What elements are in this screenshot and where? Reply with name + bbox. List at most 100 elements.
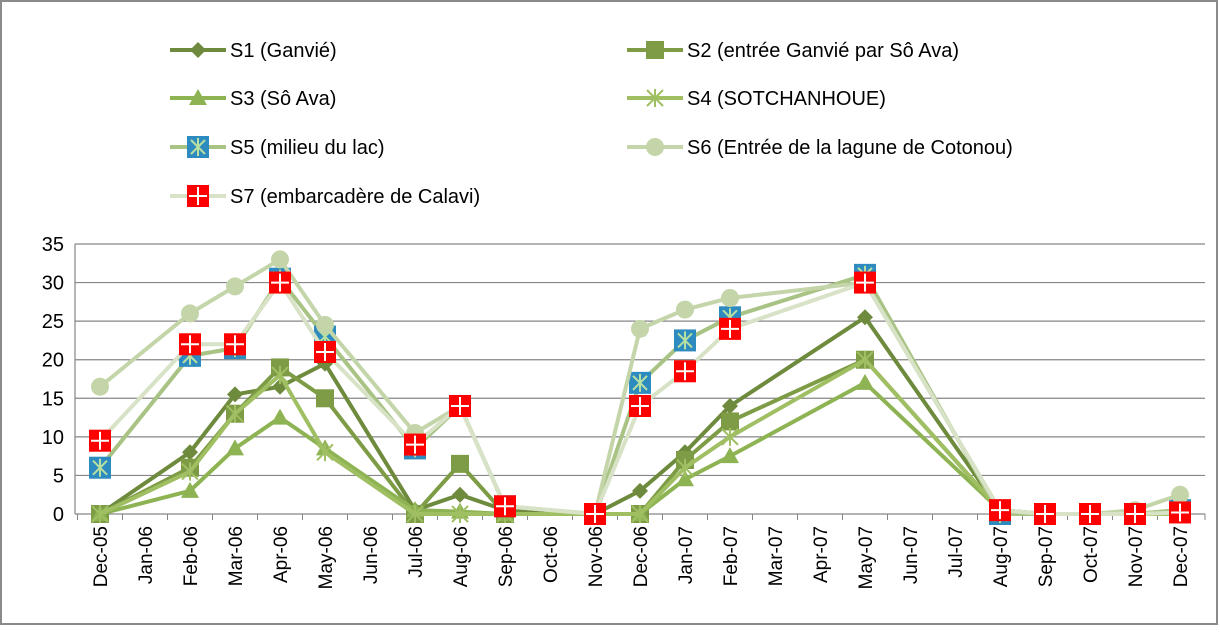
x-tick-label: Aug-06 xyxy=(451,526,472,587)
marker-shape xyxy=(271,273,289,292)
x-tick-label: Mar-07 xyxy=(766,526,787,586)
y-tick-label: 15 xyxy=(42,388,64,410)
x-tick-label: Jan-07 xyxy=(676,526,697,584)
x-tick-label: Sep-06 xyxy=(496,526,517,587)
x-tick-label: May-06 xyxy=(316,526,337,589)
marker xyxy=(182,444,198,461)
marker-shape xyxy=(721,447,739,464)
marker-shape xyxy=(451,505,469,523)
marker-shape xyxy=(856,373,874,390)
marker xyxy=(181,462,199,481)
marker-shape xyxy=(631,319,649,338)
marker-shape xyxy=(632,482,648,499)
marker xyxy=(314,341,336,363)
marker-shape xyxy=(646,41,664,59)
marker xyxy=(719,317,741,340)
marker xyxy=(674,329,696,352)
marker xyxy=(226,404,244,423)
x-tick-label: Jan-06 xyxy=(136,526,157,584)
x-tick-label: Feb-07 xyxy=(721,526,742,586)
marker-shape xyxy=(91,431,109,450)
y-tick-label: 10 xyxy=(42,427,64,449)
marker-shape xyxy=(271,408,289,425)
marker-shape xyxy=(190,42,206,58)
legend-label: S7 (embarcadère de Calavi) xyxy=(230,186,480,208)
x-tick-label: Jul-07 xyxy=(946,526,967,578)
marker-shape xyxy=(451,397,469,415)
legend-label: S4 (SOTCHANHOUE) xyxy=(687,88,886,110)
y-tick-label: 5 xyxy=(53,465,64,487)
marker-shape xyxy=(1036,505,1054,523)
marker-shape xyxy=(1126,505,1144,523)
x-tick-label: Nov-07 xyxy=(1126,526,1147,587)
marker xyxy=(224,333,246,356)
x-tick-label: Nov-06 xyxy=(586,526,607,587)
x-tick-label: Mar-06 xyxy=(226,526,247,586)
x-tick-label: Apr-06 xyxy=(271,526,292,583)
marker-shape xyxy=(722,398,738,414)
marker xyxy=(1079,503,1101,525)
marker-shape xyxy=(721,412,739,431)
marker xyxy=(189,89,207,105)
marker xyxy=(271,366,289,385)
marker xyxy=(629,371,651,394)
marker-shape xyxy=(1171,485,1189,504)
x-tick-label: Jun-06 xyxy=(361,526,382,584)
marker-shape xyxy=(271,366,289,385)
marker-shape xyxy=(406,505,424,523)
marker-shape xyxy=(227,386,243,403)
marker xyxy=(494,495,516,518)
marker-shape xyxy=(721,289,739,307)
marker xyxy=(404,433,426,456)
marker-shape xyxy=(92,458,108,477)
legend-label: S3 (Sô Ava) xyxy=(230,88,336,110)
x-tick-label: Jul-06 xyxy=(406,526,427,578)
marker xyxy=(646,41,664,59)
legend-label: S2 (entrée Ganvié par Sô Ava) xyxy=(687,40,959,62)
marker xyxy=(181,481,199,498)
marker-shape xyxy=(189,89,207,105)
marker-shape xyxy=(226,439,244,456)
y-tick-label: 35 xyxy=(42,234,64,256)
marker xyxy=(451,505,469,523)
marker xyxy=(89,456,111,479)
marker xyxy=(646,138,664,156)
marker xyxy=(856,373,874,390)
marker xyxy=(631,505,649,523)
marker xyxy=(1171,485,1189,504)
marker xyxy=(722,398,738,414)
marker xyxy=(271,408,289,425)
marker xyxy=(721,412,739,431)
y-tick-label: 30 xyxy=(42,273,64,295)
marker xyxy=(676,300,694,319)
marker-shape xyxy=(451,454,469,473)
marker xyxy=(227,386,243,403)
marker-shape xyxy=(646,89,664,107)
marker xyxy=(1034,503,1056,525)
marker xyxy=(451,454,469,473)
marker xyxy=(676,470,694,487)
marker-shape xyxy=(676,470,694,487)
marker-shape xyxy=(721,319,739,338)
marker-shape xyxy=(406,435,424,454)
marker-shape xyxy=(632,373,648,392)
marker-shape xyxy=(316,343,334,361)
marker-shape xyxy=(316,443,334,462)
marker xyxy=(856,350,874,369)
marker-shape xyxy=(721,427,739,446)
marker-shape xyxy=(182,444,198,461)
marker xyxy=(271,250,289,269)
marker xyxy=(181,304,199,323)
marker-shape xyxy=(676,458,694,477)
legend-label: S1 (Ganvié) xyxy=(230,40,337,62)
marker xyxy=(269,271,291,294)
marker xyxy=(854,271,876,294)
marker-shape xyxy=(190,138,206,156)
marker xyxy=(629,395,651,417)
marker xyxy=(857,309,873,326)
marker-shape xyxy=(271,250,289,269)
marker xyxy=(721,427,739,446)
marker-shape xyxy=(226,404,244,423)
marker-shape xyxy=(226,277,244,296)
x-tick-label: Dec-06 xyxy=(631,526,652,587)
